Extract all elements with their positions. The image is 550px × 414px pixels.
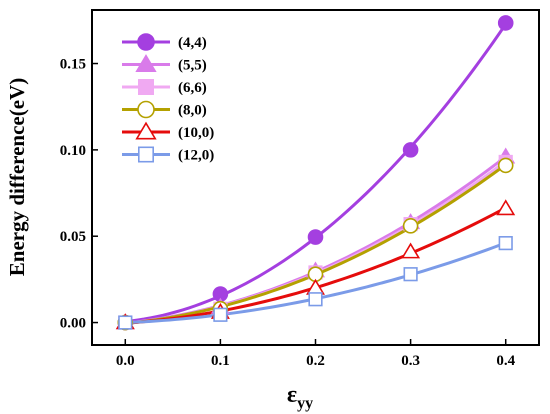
x-tick-label: 0.1	[211, 353, 230, 369]
data-point	[403, 267, 418, 282]
data-point	[308, 292, 323, 307]
series-curves	[125, 23, 507, 326]
legend: (4,4) (5,5) (6,6) (8,0) (10,0) (12,0)	[122, 33, 214, 164]
x-tick-label: 0.4	[496, 353, 515, 369]
data-point	[401, 242, 421, 259]
legend-marker	[137, 33, 155, 51]
series-markers	[115, 15, 516, 331]
legend-label: (10,0)	[178, 125, 214, 141]
y-tick-label: 0.15	[60, 57, 86, 73]
legend-label: (5,5)	[178, 58, 207, 74]
data-point	[497, 157, 514, 174]
legend-label: (8,0)	[178, 103, 207, 119]
data-point	[118, 315, 133, 330]
x-tick-label: 0.3	[401, 353, 420, 369]
legend-marker	[138, 146, 155, 163]
data-point	[496, 199, 516, 216]
legend-label: (6,6)	[178, 80, 207, 96]
y-tick-label: 0.05	[60, 229, 86, 245]
y-axis-title: Energy difference(eV)	[5, 78, 29, 276]
x-axis-title-main: ε	[287, 382, 297, 408]
data-point	[213, 307, 228, 322]
data-point	[497, 15, 514, 31]
legend-label: (12,0)	[178, 148, 214, 164]
x-axis-title-subscript: yy	[297, 395, 313, 412]
x-tick-label: 0.2	[306, 353, 325, 369]
legend-label: (4,4)	[178, 35, 207, 51]
legend-marker	[135, 54, 157, 73]
y-tick-label: 0.00	[60, 316, 86, 332]
y-tick-label: 0.10	[60, 143, 86, 159]
data-point	[307, 229, 324, 245]
data-point	[498, 236, 513, 251]
legend-marker	[135, 121, 157, 140]
axis-ticks: 0.0 0.1 0.2 0.3 0.4 0.00 0.05 0.10 0.15	[60, 57, 516, 369]
legend-marker	[138, 79, 155, 96]
legend-marker	[137, 100, 155, 119]
x-tick-label: 0.0	[116, 353, 135, 369]
data-point	[402, 142, 419, 158]
x-axis-title: εyy	[287, 382, 313, 412]
data-point	[402, 218, 419, 234]
